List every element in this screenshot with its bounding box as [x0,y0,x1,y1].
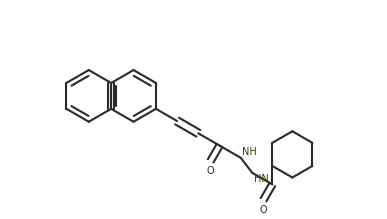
Text: O: O [260,205,267,215]
Text: O: O [207,166,214,176]
Text: NH: NH [242,147,257,157]
Text: HN: HN [253,174,269,184]
